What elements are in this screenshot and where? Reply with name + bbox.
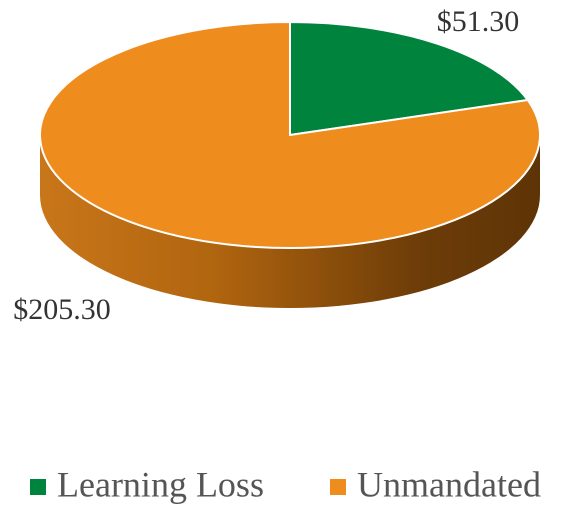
legend-swatch	[330, 479, 346, 495]
slice	[39, 20, 541, 249]
legend-label: Learning Loss	[57, 464, 264, 504]
data-label: $205.30	[13, 293, 111, 326]
legend-label: Unmandated	[357, 464, 541, 504]
legend-swatch	[30, 479, 46, 495]
data-label: $51.30	[437, 5, 520, 38]
slice-side	[40, 135, 540, 308]
slice	[289, 20, 530, 137]
